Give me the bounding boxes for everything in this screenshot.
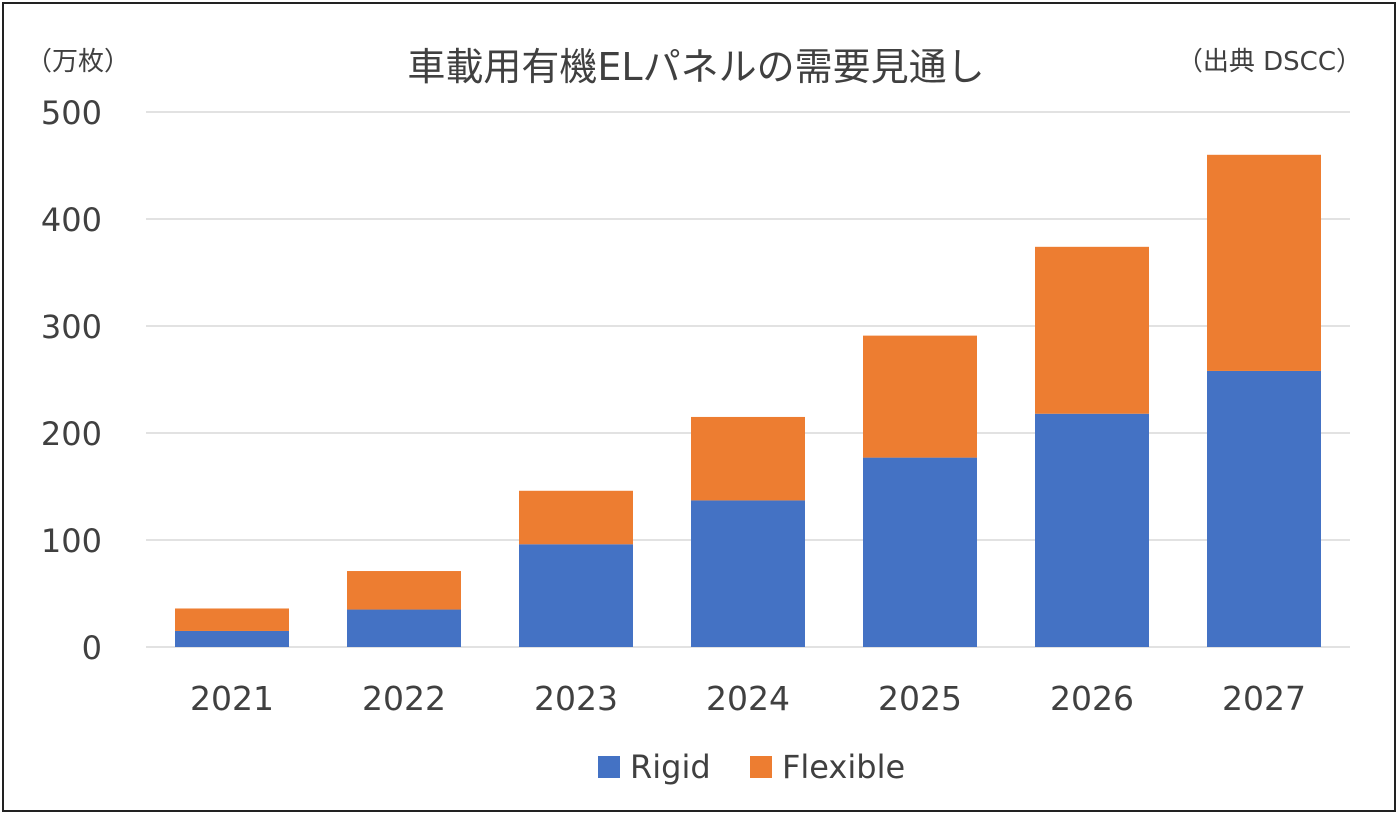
- y-tick-label: 100: [41, 522, 102, 560]
- legend: Rigid Flexible: [598, 748, 905, 786]
- legend-label-flexible: Flexible: [782, 748, 905, 786]
- unit-label: （万枚）: [26, 47, 130, 77]
- legend-swatch-rigid: [598, 756, 620, 778]
- legend-swatch-flexible: [750, 756, 772, 778]
- bars: [175, 154, 1321, 647]
- bar-flexible-2021: [175, 608, 289, 631]
- y-tick-label: 400: [41, 201, 102, 239]
- x-tick-label: 2027: [1222, 679, 1306, 718]
- bar-flexible-2022: [347, 571, 461, 610]
- x-tick-label: 2022: [362, 679, 446, 718]
- x-tick-label: 2026: [1050, 679, 1134, 718]
- bar-rigid-2023: [519, 544, 633, 647]
- chart-canvas: （万枚） 車載用有機ELパネルの需要見通し （出典 DSCC） 0 100 200 3…: [26, 45, 1362, 786]
- bar-flexible-2024: [691, 416, 805, 501]
- bar-rigid-2022: [347, 609, 461, 647]
- x-tick-label: 2024: [706, 679, 790, 718]
- bar-rigid-2024: [691, 500, 805, 647]
- bar-rigid-2027: [1207, 370, 1321, 647]
- y-tick-label: 200: [41, 415, 102, 453]
- y-tick-label: 0: [82, 629, 102, 667]
- bar-rigid-2021: [175, 630, 289, 647]
- x-axis-ticks: 2021 2022 2023 2024 2025 2026 2027: [190, 679, 1306, 718]
- bar-flexible-2023: [519, 490, 633, 545]
- x-tick-label: 2025: [878, 679, 962, 718]
- bar-flexible-2027: [1207, 154, 1321, 371]
- legend-label-rigid: Rigid: [630, 748, 711, 786]
- source-label: （出典 DSCC）: [1177, 47, 1362, 77]
- bar-rigid-2025: [863, 457, 977, 647]
- y-tick-label: 300: [41, 308, 102, 346]
- bar-flexible-2026: [1035, 246, 1149, 414]
- x-tick-label: 2023: [534, 679, 618, 718]
- y-tick-label: 500: [41, 94, 102, 132]
- chart-title: 車載用有機ELパネルの需要見通し: [407, 45, 984, 89]
- y-axis-ticks: 0 100 200 300 400 500: [41, 94, 102, 667]
- x-tick-label: 2021: [190, 679, 274, 718]
- bar-flexible-2025: [863, 335, 977, 458]
- bar-rigid-2026: [1035, 413, 1149, 647]
